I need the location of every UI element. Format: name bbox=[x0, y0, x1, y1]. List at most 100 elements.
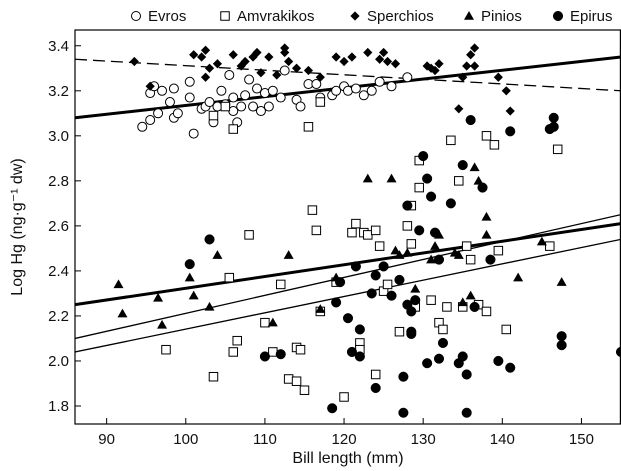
data-point-epirus bbox=[366, 288, 377, 299]
data-point-pinios bbox=[465, 290, 476, 300]
data-point-evros bbox=[267, 85, 278, 96]
data-point-amvrakikos bbox=[438, 324, 448, 335]
data-point-sperchios bbox=[379, 47, 389, 58]
data-point-pinios bbox=[390, 245, 401, 255]
y-tick-label: 2.6 bbox=[48, 218, 69, 235]
data-point-evros bbox=[168, 83, 179, 94]
data-point-epirus bbox=[406, 306, 417, 317]
data-point-sperchios bbox=[434, 59, 444, 69]
regression-line-1 bbox=[75, 58, 621, 92]
y-tick-label: 2.8 bbox=[48, 173, 69, 190]
data-point-sperchios bbox=[466, 50, 476, 60]
data-point-sperchios bbox=[303, 65, 314, 76]
data-point-amvrakikos bbox=[446, 135, 456, 146]
data-point-amvrakikos bbox=[370, 369, 381, 380]
data-point-pinios bbox=[453, 250, 464, 259]
data-point-sperchios bbox=[363, 47, 373, 58]
data-point-epirus bbox=[331, 297, 342, 308]
data-point-evros bbox=[145, 115, 156, 126]
data-point-epirus bbox=[335, 277, 346, 288]
data-point-amvrakikos bbox=[489, 140, 500, 150]
y-tick-label: 2.2 bbox=[48, 308, 69, 325]
data-point-amvrakikos bbox=[552, 144, 563, 155]
data-point-sperchios bbox=[248, 52, 258, 62]
data-point-evros bbox=[228, 92, 239, 103]
data-point-amvrakikos bbox=[481, 306, 492, 317]
data-point-epirus bbox=[378, 261, 389, 272]
data-point-sperchios bbox=[430, 65, 440, 76]
data-point-amvrakikos bbox=[382, 279, 393, 290]
data-point-pinios bbox=[188, 290, 199, 300]
data-point-pinios bbox=[410, 283, 421, 293]
data-point-amvrakikos bbox=[220, 101, 231, 112]
data-point-evros bbox=[252, 83, 262, 94]
data-point-sperchios bbox=[426, 63, 436, 73]
data-point-epirus bbox=[398, 371, 409, 382]
data-point-evros bbox=[350, 83, 361, 94]
data-point-pinios bbox=[426, 254, 437, 264]
data-point-epirus bbox=[370, 270, 381, 281]
data-point-epirus bbox=[433, 353, 445, 364]
data-point-epirus bbox=[406, 326, 417, 337]
data-point-amvrakikos bbox=[414, 182, 424, 193]
data-point-pinios bbox=[513, 272, 524, 282]
data-point-evros bbox=[248, 101, 259, 112]
data-point-amvrakikos bbox=[232, 335, 242, 346]
y-tick-label: 2.4 bbox=[48, 263, 69, 280]
data-point-sperchios bbox=[339, 56, 349, 67]
data-point-evros bbox=[184, 76, 195, 87]
series-evros bbox=[137, 65, 413, 139]
data-point-epirus bbox=[204, 234, 215, 245]
data-point-sperchios bbox=[272, 70, 282, 80]
x-tick-label: 90 bbox=[98, 431, 115, 448]
data-point-evros bbox=[216, 85, 227, 96]
y-tick-label: 3.0 bbox=[48, 128, 69, 145]
data-point-evros bbox=[164, 97, 175, 108]
data-point-amvrakikos bbox=[501, 324, 512, 335]
data-point-pinios bbox=[481, 211, 492, 221]
data-point-epirus bbox=[418, 151, 429, 162]
data-point-epirus bbox=[465, 115, 476, 126]
data-point-sperchios bbox=[390, 59, 401, 69]
data-point-evros bbox=[255, 106, 266, 117]
legend-marker-epirus bbox=[552, 10, 564, 22]
data-point-epirus bbox=[342, 313, 354, 324]
legend: Evros Amvrakikos Sperchios Pinios Epirus bbox=[131, 8, 613, 25]
data-point-evros bbox=[172, 108, 183, 119]
data-point-evros bbox=[244, 74, 255, 85]
legend-marker-sperchios bbox=[350, 11, 360, 21]
data-point-pinios bbox=[430, 241, 441, 250]
x-tick-label: 150 bbox=[569, 431, 594, 448]
data-point-sperchios bbox=[256, 68, 266, 78]
data-point-epirus bbox=[485, 254, 496, 265]
data-point-amvrakikos bbox=[161, 344, 171, 355]
series-sperchios bbox=[129, 43, 515, 116]
data-point-epirus bbox=[426, 191, 437, 202]
legend-label-sperchios: Sperchios bbox=[367, 8, 434, 25]
data-point-sperchios bbox=[470, 43, 480, 53]
data-point-epirus bbox=[422, 358, 433, 369]
plot-area bbox=[75, 43, 621, 418]
data-point-epirus bbox=[398, 407, 409, 418]
data-point-amvrakikos bbox=[295, 344, 306, 355]
data-point-amvrakikos bbox=[208, 371, 219, 382]
data-point-evros bbox=[275, 92, 286, 103]
data-point-amvrakikos bbox=[351, 218, 361, 229]
data-point-epirus bbox=[477, 182, 488, 193]
data-point-sperchios bbox=[462, 61, 472, 71]
data-point-epirus bbox=[437, 337, 449, 348]
data-point-pinios bbox=[362, 173, 373, 183]
data-point-epirus bbox=[457, 160, 468, 171]
data-point-amvrakikos bbox=[307, 205, 318, 215]
data-point-epirus bbox=[402, 200, 413, 211]
data-point-amvrakikos bbox=[370, 225, 381, 236]
data-point-sperchios bbox=[347, 52, 357, 62]
data-point-sperchios bbox=[454, 104, 464, 114]
data-point-epirus bbox=[433, 254, 445, 265]
data-point-evros bbox=[240, 90, 251, 101]
data-point-epirus bbox=[429, 227, 441, 238]
data-point-sperchios bbox=[252, 47, 262, 58]
data-point-amvrakikos bbox=[244, 230, 254, 240]
